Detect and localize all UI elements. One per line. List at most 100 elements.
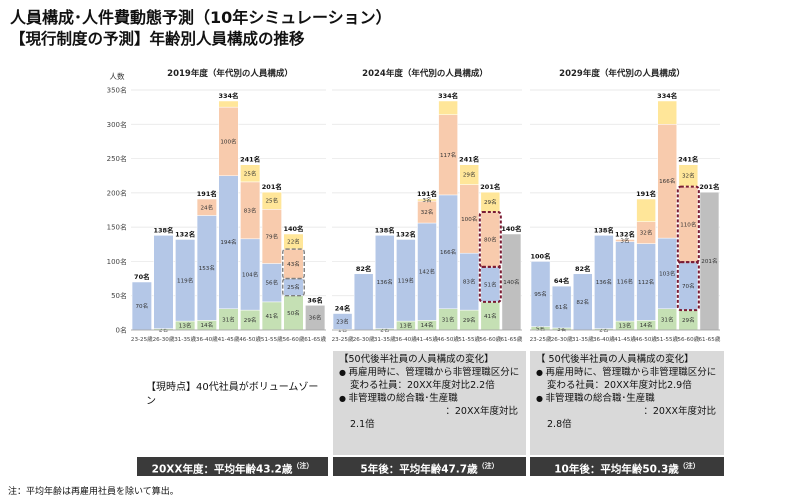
bar-segment: [240, 164, 261, 183]
segment-label: 142名: [419, 268, 435, 276]
y-tick-label: 150名: [107, 223, 127, 232]
bar-segment: [551, 285, 572, 329]
segment-label: 194名: [220, 238, 236, 246]
y-tick-label: 250名: [107, 154, 127, 163]
total-label: 201名: [262, 182, 282, 191]
segment-label: 2名: [380, 325, 389, 333]
segment-label: 50名: [287, 309, 300, 317]
segment-label: 29名: [463, 316, 476, 324]
x-tick-label: 51-55歳: [458, 335, 480, 343]
avg-age-band-current: 20XX年度：平均年齢43.2歳（注）: [137, 457, 328, 476]
x-tick-label: 51-55歳: [656, 335, 678, 343]
bar-segment: [332, 313, 353, 330]
bar-segment: [153, 235, 174, 329]
bar-segment: [196, 198, 217, 216]
change-box-bullet: 再雇用時に、管理職から非管理職区分に: [536, 366, 718, 379]
change-box-subtext: 変わる社員：20XX年度対比2.2倍: [350, 380, 495, 391]
x-tick-label: 61-65歳: [304, 335, 326, 343]
segment-label: 13名: [400, 322, 413, 330]
x-tick-label: 31-35歳: [572, 335, 594, 343]
change-box-bullet: 非管理職の総合職･生産職: [339, 392, 520, 405]
change-box-10y: 【 50代後半社員の人員構成の変化】 再雇用時に、管理職から非管理職区分に 変わ…: [530, 351, 724, 455]
segment-label: 166名: [659, 177, 675, 185]
y-tick-label: 350名: [107, 86, 127, 95]
y-tick-label: 50名: [111, 291, 127, 300]
highlight-box: [282, 248, 305, 280]
segment-label: 83名: [244, 206, 257, 214]
avg-age-band-10y: 10年後：平均年齢50.3歳（注）: [530, 457, 724, 476]
total-label: 241名: [459, 155, 479, 164]
segment-label: 32名: [682, 172, 695, 180]
x-tick-label: 46-50歳: [239, 335, 261, 343]
change-box-bullet: 非管理職の総合職･生産職: [536, 392, 718, 405]
segment-label: 25名: [265, 197, 278, 205]
segment-label: 2名: [159, 325, 168, 333]
bar-segment: [218, 100, 239, 108]
change-box-bullet: 再雇用時に、管理職から非管理職区分に: [339, 366, 520, 379]
change-box-value: 2.1倍: [350, 419, 375, 430]
total-label: 201名: [699, 182, 719, 191]
segment-label: 110名: [680, 220, 696, 228]
y-tick-label: 300名: [107, 120, 127, 129]
segment-label: 51名: [484, 280, 497, 288]
change-box-heading: 【50代後半社員の人員構成の変化】: [339, 354, 494, 365]
segment-label: 140名: [503, 278, 519, 286]
segment-label: 43名: [287, 260, 300, 268]
bar-segment: [615, 239, 635, 242]
bar-segment: [459, 164, 479, 185]
total-label: 138名: [375, 225, 395, 234]
segment-label: 5名: [536, 324, 545, 332]
change-box-value: 2.8倍: [547, 419, 572, 430]
bar-segment: [261, 191, 282, 210]
segment-label: 31名: [222, 315, 235, 323]
segment-label: 41名: [265, 312, 278, 320]
x-tick-label: 26-30歳: [353, 335, 375, 343]
segment-label: 31名: [661, 315, 674, 323]
segment-label: 153名: [199, 264, 215, 272]
segment-label: 2名: [599, 325, 608, 333]
segment-label: 112名: [638, 278, 654, 286]
x-tick-label: 31-35歳: [374, 335, 396, 343]
x-tick-label: 56-60歳: [479, 335, 501, 343]
total-label: 334名: [438, 91, 458, 100]
avg-age-band-5y: 5年後：平均年齢47.7歳（注）: [333, 457, 526, 476]
segment-label: 104名: [242, 270, 258, 278]
bar-segment: [417, 198, 437, 202]
segment-label: 3名: [620, 237, 629, 245]
x-tick-label: 46-50歳: [635, 335, 657, 343]
chart-title: 2024年度（年代別の人員構成）: [362, 68, 488, 79]
total-label: 191名: [417, 189, 437, 198]
segment-label: 23名: [336, 317, 349, 325]
bar-segment: [657, 100, 677, 125]
x-tick-label: 36-40歳: [196, 335, 218, 343]
segment-label: 29名: [244, 316, 257, 324]
segment-label: 36名: [309, 314, 322, 322]
segment-label: 31名: [442, 315, 455, 323]
total-label: 24名: [335, 304, 351, 313]
segment-label: 70名: [682, 282, 695, 290]
segment-label: 119名: [398, 276, 414, 284]
segment-label: 14名: [200, 321, 213, 329]
total-label: 36名: [307, 295, 323, 304]
segment-label: 82名: [576, 298, 589, 306]
segment-label: 100名: [461, 215, 477, 223]
x-tick-label: 36-40歳: [593, 335, 615, 343]
avg-age-text: 5年後：平均年齢47.7歳: [360, 463, 478, 476]
segment-label: 136名: [377, 278, 393, 286]
segment-label: 29名: [463, 171, 476, 179]
bar-segment: [438, 100, 458, 115]
bar-segment: [636, 198, 656, 222]
x-tick-label: 41-45歳: [614, 335, 636, 343]
total-label: 64名: [554, 276, 570, 285]
segment-label: 41名: [484, 312, 497, 320]
highlight-box: [478, 211, 502, 268]
segment-label: 201名: [701, 257, 717, 265]
segment-label: 13名: [179, 322, 192, 330]
current-note: 【現時点】40代社員がボリュームゾーン: [146, 382, 319, 407]
x-tick-label: 23-25歳: [131, 335, 153, 343]
segment-label: 83名: [463, 278, 476, 286]
x-tick-label: 56-60歳: [283, 335, 305, 343]
total-label: 70名: [134, 272, 150, 281]
segment-label: 61名: [555, 303, 568, 311]
